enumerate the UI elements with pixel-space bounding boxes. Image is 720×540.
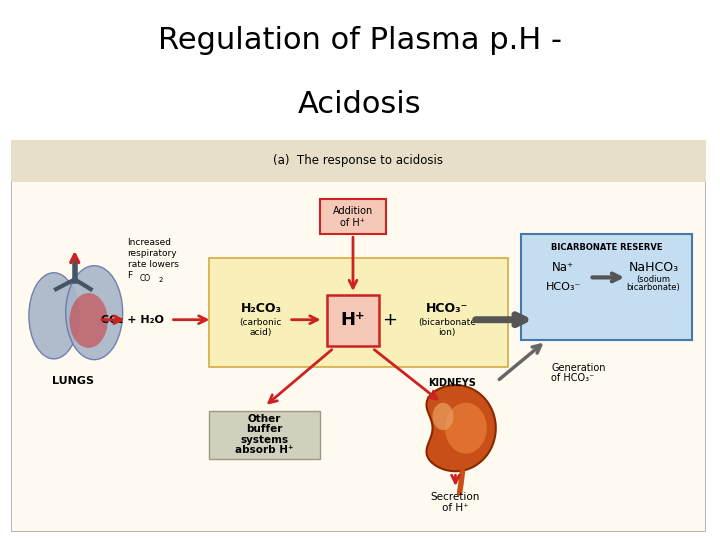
Text: (carbonic: (carbonic	[240, 318, 282, 327]
Text: of HCO₃⁻: of HCO₃⁻	[552, 374, 595, 383]
Text: rate lowers: rate lowers	[127, 260, 179, 268]
Text: buffer: buffer	[246, 424, 282, 434]
Ellipse shape	[70, 293, 108, 348]
Text: BICARBONATE RESERVE: BICARBONATE RESERVE	[551, 243, 662, 252]
Text: KIDNEYS: KIDNEYS	[428, 378, 476, 388]
Text: bicarbonate): bicarbonate)	[626, 284, 680, 293]
Text: (bicarbonate: (bicarbonate	[418, 318, 476, 327]
Text: ion): ion)	[438, 328, 456, 337]
Text: F: F	[127, 271, 132, 280]
Polygon shape	[426, 385, 496, 471]
Text: H₂CO₃: H₂CO₃	[240, 302, 282, 315]
Text: HCO₃⁻: HCO₃⁻	[546, 282, 581, 292]
FancyBboxPatch shape	[209, 258, 508, 367]
Text: +: +	[382, 310, 397, 329]
Polygon shape	[433, 403, 454, 430]
Text: Increased: Increased	[127, 238, 171, 247]
Text: Generation: Generation	[552, 363, 606, 373]
Text: HCO₃⁻: HCO₃⁻	[426, 302, 468, 315]
FancyBboxPatch shape	[320, 199, 386, 234]
Text: H⁺: H⁺	[341, 312, 365, 329]
Text: Addition: Addition	[333, 206, 373, 216]
Text: (a)  The response to acidosis: (a) The response to acidosis	[273, 154, 444, 167]
Text: Secretion: Secretion	[431, 491, 480, 502]
Text: Acidosis: Acidosis	[298, 91, 422, 119]
Text: respiratory: respiratory	[127, 248, 177, 258]
Text: (sodium: (sodium	[636, 275, 670, 284]
Text: NaHCO₃: NaHCO₃	[629, 261, 678, 274]
Text: of H⁺: of H⁺	[341, 218, 366, 228]
Text: 2: 2	[158, 277, 163, 283]
Text: of H⁺: of H⁺	[442, 503, 469, 512]
FancyBboxPatch shape	[11, 140, 706, 532]
Text: absorb H⁺: absorb H⁺	[235, 444, 294, 455]
Text: CO₂ + H₂O: CO₂ + H₂O	[101, 315, 164, 325]
Ellipse shape	[29, 273, 79, 359]
Polygon shape	[445, 403, 487, 454]
FancyBboxPatch shape	[209, 410, 320, 460]
Ellipse shape	[66, 266, 122, 360]
Text: Regulation of Plasma p.H -: Regulation of Plasma p.H -	[158, 26, 562, 55]
FancyBboxPatch shape	[521, 234, 692, 340]
Text: systems: systems	[240, 435, 289, 444]
Text: Na⁺: Na⁺	[552, 261, 575, 274]
Text: acid): acid)	[250, 328, 272, 337]
Text: Other: Other	[248, 414, 281, 424]
FancyBboxPatch shape	[11, 140, 706, 181]
Text: CO: CO	[140, 274, 151, 283]
Text: LUNGS: LUNGS	[53, 376, 94, 386]
FancyBboxPatch shape	[327, 295, 379, 346]
